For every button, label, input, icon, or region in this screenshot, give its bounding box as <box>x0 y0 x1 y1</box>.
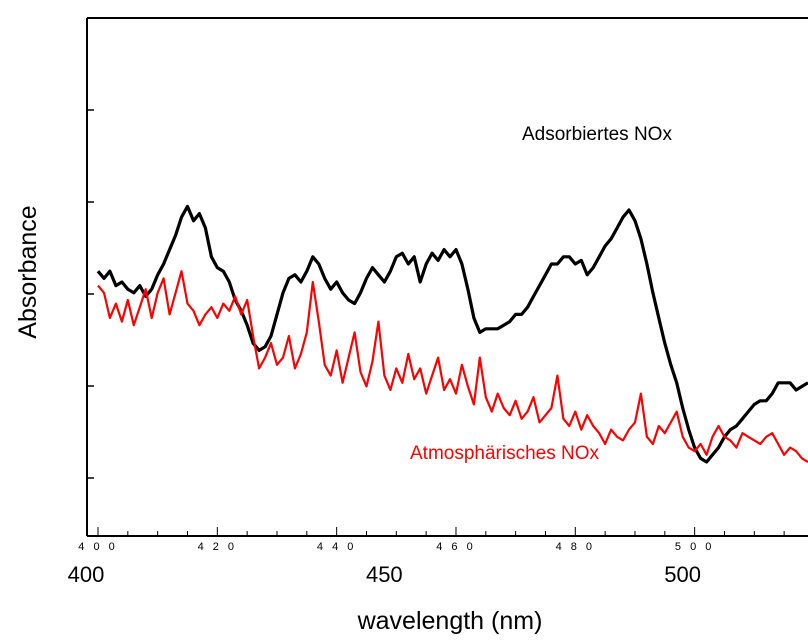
x-tick-label-large: 500 <box>664 562 701 587</box>
series-layer <box>96 204 808 464</box>
series-line-adsorbiertes <box>96 204 808 464</box>
annotation-atmospharisches: Atmosphärisches NOx <box>410 443 600 464</box>
x-tick-label-small: 5 0 0 <box>675 541 714 553</box>
x-tick-label-large: 400 <box>68 562 105 587</box>
x-tick-label-small: 4 2 0 <box>198 541 237 553</box>
x-tick-label-small: 4 6 0 <box>436 541 475 553</box>
y-axis-label: Absorbance <box>14 205 42 338</box>
annotation-adsorbiertes: Adsorbiertes NOx <box>522 124 672 145</box>
x-tick-label-large: 450 <box>366 562 403 587</box>
plot-frame <box>86 17 808 537</box>
y-ticks <box>87 17 94 479</box>
x-ticks: 4 0 0 4 2 0 4 4 0 4 6 0 4 8 0 5 0 0 400 450 500 <box>68 527 785 587</box>
x-axis-label: wavelength (nm) <box>357 607 543 635</box>
x-tick-label-small: 4 0 0 <box>78 541 117 553</box>
x-tick-label-small: 4 4 0 <box>317 541 356 553</box>
series-line-atmospharisches <box>97 270 808 463</box>
x-tick-label-small: 4 8 0 <box>556 541 595 553</box>
